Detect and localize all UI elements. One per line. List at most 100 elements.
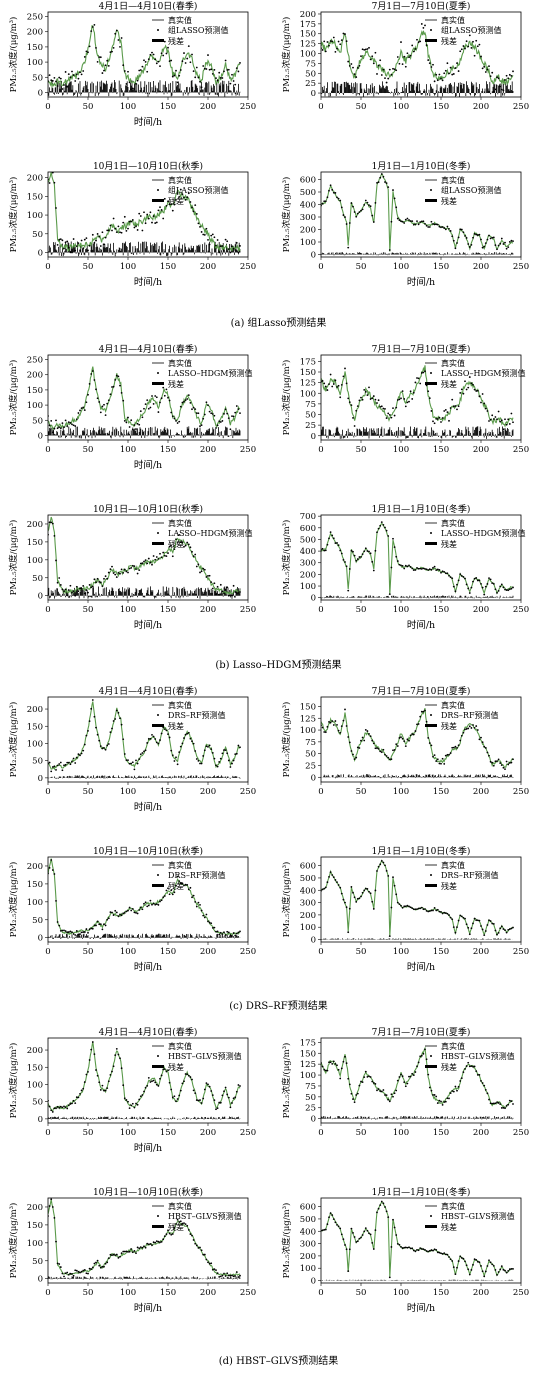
y-tick-label: 0	[38, 934, 43, 944]
true-value-point	[435, 223, 437, 225]
true-value-point	[132, 908, 134, 910]
true-value-point	[196, 758, 198, 760]
true-value-point	[175, 420, 177, 422]
true-value-point	[477, 45, 479, 47]
true-value-point	[429, 62, 431, 64]
true-value-point	[423, 372, 425, 374]
true-value-point	[222, 590, 224, 592]
true-value-point	[113, 572, 115, 574]
x-tick-label: 100	[120, 947, 136, 957]
true-value-point	[172, 555, 174, 557]
true-value-point	[121, 569, 123, 571]
true-value-point	[210, 581, 212, 583]
true-value-point	[58, 763, 60, 765]
x-tick-label: 200	[200, 102, 216, 112]
y-tick-label: 0	[38, 774, 43, 784]
true-value-point	[434, 422, 436, 424]
true-value-point	[411, 398, 413, 400]
true-value-point	[483, 66, 485, 68]
true-value-point	[214, 236, 216, 238]
true-value-point	[236, 753, 238, 755]
true-value-point	[360, 740, 362, 742]
true-value-point	[379, 406, 381, 408]
y-axis-label: PM₂.₅浓度/(μg/m³)	[8, 177, 19, 253]
true-value-point	[453, 405, 455, 407]
true-value-point	[185, 884, 187, 886]
true-value-point	[477, 919, 479, 921]
true-value-point	[68, 589, 70, 591]
true-value-point	[357, 67, 359, 69]
true-value-point	[218, 420, 220, 422]
legend-residual-marker	[425, 382, 437, 385]
true-value-point	[341, 207, 343, 209]
true-value-point	[54, 77, 56, 79]
true-value-point	[357, 558, 359, 560]
true-value-point	[410, 566, 412, 568]
true-value-point	[122, 400, 124, 402]
true-value-point	[76, 757, 78, 759]
true-value-point	[140, 563, 142, 565]
true-value-point	[431, 221, 433, 223]
true-value-point	[170, 412, 172, 414]
panel-title: 1月1日—1月10日(冬季)	[372, 160, 471, 172]
true-value-point	[82, 750, 84, 752]
true-value-point	[66, 931, 68, 933]
y-tick-label: 200	[27, 520, 43, 530]
true-value-point	[411, 45, 413, 47]
true-value-point	[65, 71, 67, 73]
true-value-point	[127, 759, 129, 761]
true-value-point	[225, 749, 227, 751]
legend-pred-label: 组LASSO预测值	[168, 185, 228, 195]
true-value-point	[142, 562, 144, 564]
true-value-point	[464, 380, 466, 382]
true-value-point	[130, 910, 132, 912]
true-value-point	[447, 226, 449, 228]
true-value-point	[392, 68, 394, 70]
true-value-point	[161, 52, 163, 54]
true-value-point	[352, 206, 354, 208]
true-value-point	[175, 756, 177, 758]
true-value-point	[360, 556, 362, 558]
true-value-point	[102, 72, 104, 74]
true-value-point	[426, 910, 428, 912]
true-value-point	[148, 58, 150, 60]
legend-true-label: 真实值	[168, 15, 192, 25]
true-value-point	[193, 70, 195, 72]
true-value-point	[495, 416, 497, 418]
true-value-point	[327, 196, 329, 198]
true-value-point	[322, 727, 324, 729]
true-value-point	[119, 717, 121, 719]
true-value-point	[223, 749, 225, 751]
true-value-point	[395, 69, 397, 71]
true-value-point	[52, 523, 54, 525]
true-value-point	[463, 393, 465, 395]
true-value-point	[363, 740, 365, 742]
true-value-point	[448, 228, 450, 230]
true-value-point	[378, 181, 380, 183]
true-value-point	[458, 579, 460, 581]
true-value-point	[81, 407, 83, 409]
true-value-point	[94, 379, 96, 381]
true-value-point	[148, 218, 150, 220]
true-value-point	[174, 891, 176, 893]
true-value-point	[423, 567, 425, 569]
true-value-point	[479, 580, 481, 582]
true-value-point	[440, 78, 442, 80]
true-value-point	[207, 239, 209, 241]
true-value-point	[375, 747, 377, 749]
true-value-point	[191, 896, 193, 898]
true-value-point	[487, 752, 489, 754]
legend-pred-label: DRS–RF预测值	[168, 710, 226, 720]
true-value-point	[501, 89, 503, 91]
true-value-point	[376, 531, 378, 533]
true-value-point	[325, 549, 327, 551]
true-value-point	[146, 742, 148, 744]
true-value-point	[66, 240, 68, 242]
true-value-point	[459, 50, 461, 52]
true-value-point	[339, 732, 341, 734]
y-tick-label: 0	[38, 249, 43, 259]
true-value-point	[127, 417, 129, 419]
